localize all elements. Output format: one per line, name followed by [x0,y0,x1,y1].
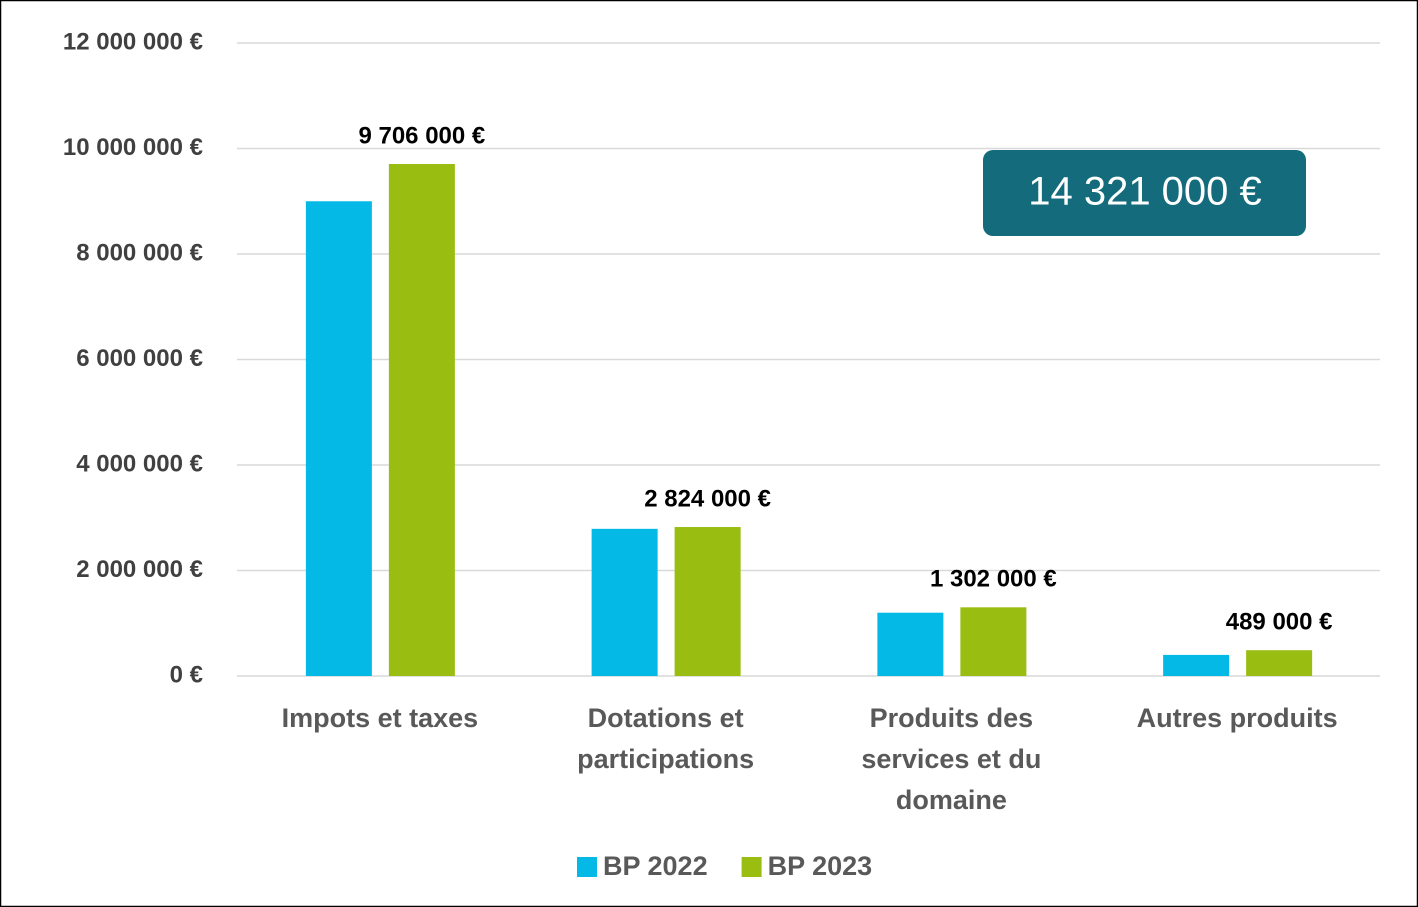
bar [674,527,741,676]
x-tick-label: Autres produits [1136,703,1338,733]
data-label: 2 824 000 € [644,485,771,512]
x-tick-label: Dotations et participations [577,703,755,774]
y-tick-label: 0 € [170,661,203,688]
bar [388,164,455,677]
bar [305,201,372,676]
legend-swatch [741,857,762,877]
y-tick-label: 4 000 000 € [76,450,203,477]
bar [1246,650,1313,676]
y-tick-label: 10 000 000 € [63,134,203,161]
legend-label: BP 2022 [603,851,708,881]
bar [960,607,1027,676]
annotation: 14 321 000 € [1028,170,1262,214]
legend-swatch [577,857,597,877]
bar [591,528,658,676]
y-tick-label: 12 000 000 € [63,28,203,55]
y-tick-label: 2 000 000 € [76,556,203,583]
data-label: 489 000 € [1226,609,1333,636]
bar [877,612,944,676]
annotation-box [983,150,1306,236]
y-tick-label: 6 000 000 € [76,345,203,372]
bar [1163,654,1230,676]
legend-label: BP 2023 [768,851,873,881]
y-tick-label: 8 000 000 € [76,239,203,266]
data-label: 9 706 000 € [358,122,485,149]
x-tick-label: Impots et taxes [281,703,479,733]
x-tick-label: Produits des services et du domaine [861,703,1042,815]
data-label: 1 302 000 € [930,566,1057,593]
